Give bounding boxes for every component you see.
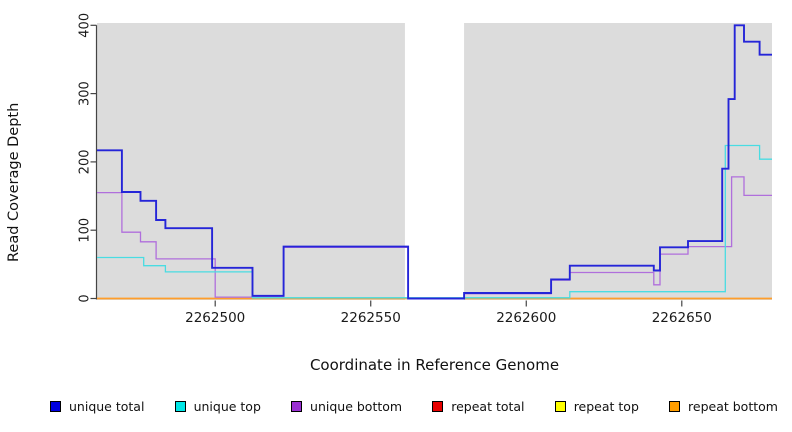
legend-item-repeat-total: repeat total [432, 399, 525, 414]
legend-item-repeat-top: repeat top [554, 399, 639, 414]
legend-label-repeat-top: repeat top [573, 399, 639, 414]
coverage-plot: 0 100 200 300 400 2262500 2262550 2262600 226265… [78, 13, 772, 326]
legend-item-unique-total: unique total [50, 399, 144, 414]
x-axis-title: Coordinate in Reference Genome [309, 356, 560, 374]
x-tick-label: 2262500 [185, 310, 245, 326]
legend-item-unique-bottom: unique bottom [291, 399, 402, 414]
y-axis-title: Read Coverage Depth [6, 102, 22, 262]
legend-label-unique-total: unique total [69, 399, 145, 414]
legend-swatch-unique-top [174, 401, 186, 412]
series-unique-total [97, 24, 772, 300]
legend-swatch-unique-total [50, 401, 61, 412]
x-tick-label: 2262550 [341, 310, 401, 326]
legend-swatch-repeat-top [554, 401, 566, 412]
legend-label-repeat-bottom: repeat bottom [688, 399, 778, 414]
masked-gap-region [404, 23, 465, 300]
legend-swatch-repeat-total [432, 401, 444, 412]
legend-label-unique-bottom: unique bottom [310, 399, 403, 414]
legend-swatch-unique-bottom [291, 401, 303, 412]
legend: unique total unique top unique bottom repea… [0, 399, 792, 414]
legend-label-unique-top: unique top [193, 399, 261, 414]
y-tick-label: 0 [78, 294, 93, 302]
y-tick-label: 200 [78, 149, 93, 174]
legend-item-unique-top: unique top [174, 399, 261, 414]
y-tick-label: 100 [78, 218, 93, 243]
y-tick-label: 400 [78, 13, 93, 38]
x-tick-label: 2262650 [652, 310, 712, 326]
x-tick-label: 2262600 [496, 310, 556, 326]
y-tick-label: 300 [78, 81, 93, 106]
legend-swatch-repeat-bottom [669, 401, 681, 412]
legend-item-repeat-bottom: repeat bottom [669, 399, 778, 414]
legend-label-repeat-total: repeat total [451, 399, 525, 414]
